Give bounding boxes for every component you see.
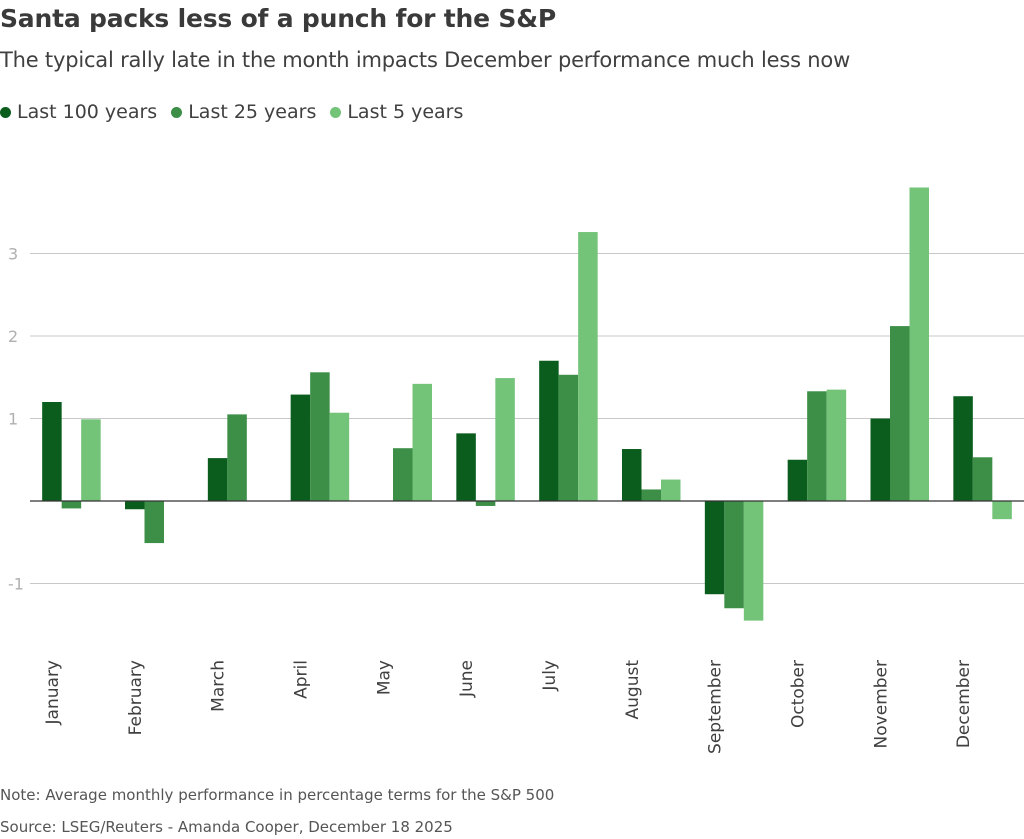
bar xyxy=(227,414,247,501)
bar xyxy=(495,378,515,501)
legend-item-last-5-years: Last 5 years xyxy=(330,101,463,123)
bar xyxy=(622,449,642,501)
x-tick-label: December xyxy=(954,660,974,748)
bar xyxy=(890,326,910,501)
x-tick-label: May xyxy=(374,660,394,695)
legend-marker-last-100-years xyxy=(0,106,11,118)
bar xyxy=(972,457,993,501)
legend-item-last-25-years: Last 25 years xyxy=(171,101,316,123)
bar xyxy=(724,501,744,609)
x-tick-label: April xyxy=(291,660,311,699)
bar xyxy=(787,459,808,501)
bar xyxy=(290,394,311,501)
legend-marker-last-5-years xyxy=(330,106,342,118)
legend-label-last-25-years: Last 25 years xyxy=(188,101,317,123)
legend-label-last-5-years: Last 5 years xyxy=(347,101,464,123)
bar xyxy=(393,448,413,501)
bar xyxy=(953,396,973,501)
bar xyxy=(81,419,101,501)
bar xyxy=(207,458,228,501)
y-tick-label: 3 xyxy=(8,245,18,264)
bar xyxy=(807,391,827,501)
chart-legend: Last 100 years Last 25 years Last 5 year… xyxy=(0,101,477,123)
legend-label-last-100-years: Last 100 years xyxy=(17,101,158,123)
bar xyxy=(125,501,145,510)
bar xyxy=(578,232,598,502)
x-tick-label: August xyxy=(623,660,643,720)
chart-title: Santa packs less of a punch for the S&P xyxy=(0,4,556,33)
x-tick-label: January xyxy=(43,660,63,725)
x-tick-label: June xyxy=(457,660,477,698)
bar xyxy=(826,389,847,501)
bar-chart: -1 1 2 3 January February March April May June Jul… xyxy=(8,187,1024,754)
bar xyxy=(412,383,432,501)
bar xyxy=(870,418,890,501)
legend-marker-last-25-years xyxy=(171,106,183,118)
bar xyxy=(558,374,579,501)
y-tick-label: -1 xyxy=(8,575,24,594)
bar xyxy=(704,501,725,595)
bar xyxy=(310,372,330,501)
chart-subtitle: The typical rally late in the month impa… xyxy=(0,48,851,72)
bar xyxy=(539,360,559,501)
bar xyxy=(329,412,350,501)
chart-note: Note: Average monthly performance in per… xyxy=(0,786,555,804)
bar xyxy=(641,489,661,501)
y-tick-label: 1 xyxy=(8,410,18,429)
bar xyxy=(661,479,681,501)
legend-item-last-100-years: Last 100 years xyxy=(0,101,157,123)
bar xyxy=(475,501,496,506)
bar xyxy=(42,402,62,501)
bar xyxy=(743,501,764,621)
chart-source: Source: LSEG/Reuters - Amanda Cooper, De… xyxy=(0,818,453,836)
bar xyxy=(909,187,929,501)
x-tick-label: March xyxy=(209,660,229,712)
x-tick-label: February xyxy=(126,660,146,735)
bar xyxy=(992,501,1012,520)
y-tick-label: 2 xyxy=(8,327,18,346)
x-tick-label: October xyxy=(788,660,808,728)
x-tick-label: July xyxy=(540,660,560,692)
x-tick-label: September xyxy=(706,660,726,754)
x-tick-label: November xyxy=(871,660,891,748)
bar xyxy=(61,501,82,509)
bar xyxy=(456,433,476,501)
bar xyxy=(144,501,164,544)
